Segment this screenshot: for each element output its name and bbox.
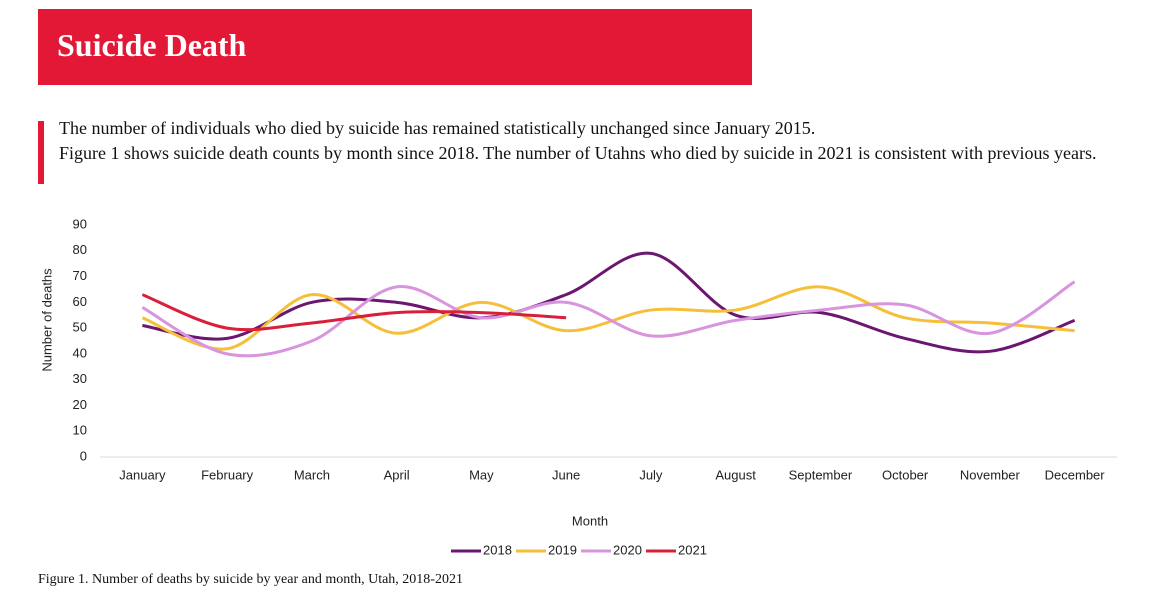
series-line — [141, 293, 567, 332]
intro: The number of individuals who died by su… — [59, 116, 1099, 166]
x-tick-label: June — [552, 467, 580, 482]
y-tick-label: 80 — [73, 242, 87, 257]
series-line — [141, 280, 1076, 358]
x-tick-label: February — [201, 467, 254, 482]
x-tick-label: September — [789, 467, 853, 482]
y-tick-label: 90 — [73, 216, 87, 231]
y-tick-label: 60 — [73, 294, 87, 309]
paragraph: Figure 1 shows suicide death counts by m… — [59, 143, 1097, 163]
y-tick-label: 40 — [73, 345, 87, 360]
series-line — [141, 285, 1075, 351]
legend-label: 2020 — [613, 542, 642, 557]
y-axis-label: Number of deaths — [39, 268, 54, 372]
x-tick-label: April — [384, 467, 410, 482]
header-title: Suicide Death — [57, 27, 247, 63]
chart: Number of deaths Month 0 10 20 30 40 50 60 70 80… — [39, 216, 1117, 557]
y-tick-label: 20 — [73, 397, 87, 412]
header: Suicide Death — [38, 9, 752, 85]
y-tick-label: 30 — [73, 371, 87, 386]
x-tick-label: August — [715, 467, 756, 482]
x-axis-label: Month — [572, 513, 608, 528]
x-tick-label: December — [1045, 467, 1106, 482]
accent-bar — [38, 121, 44, 184]
legend-label: 2021 — [678, 542, 707, 557]
x-tick-label: July — [639, 467, 663, 482]
legend-label: 2018 — [483, 542, 512, 557]
paragraph: The number of individuals who died by su… — [59, 118, 816, 138]
y-tick-label: 70 — [73, 268, 87, 283]
series-line — [142, 251, 1076, 354]
x-tick-label: January — [119, 467, 166, 482]
x-tick-label: October — [882, 467, 929, 482]
caption: Figure 1. Number of deaths by suicide by… — [38, 572, 463, 587]
x-tick-label: March — [294, 467, 330, 482]
x-tick-label: May — [469, 467, 494, 482]
y-tick-label: 0 — [80, 448, 87, 463]
y-tick-label: 50 — [73, 320, 87, 335]
legend-label: 2019 — [548, 542, 577, 557]
x-tick-label: November — [960, 467, 1021, 482]
y-tick-label: 10 — [73, 423, 87, 438]
